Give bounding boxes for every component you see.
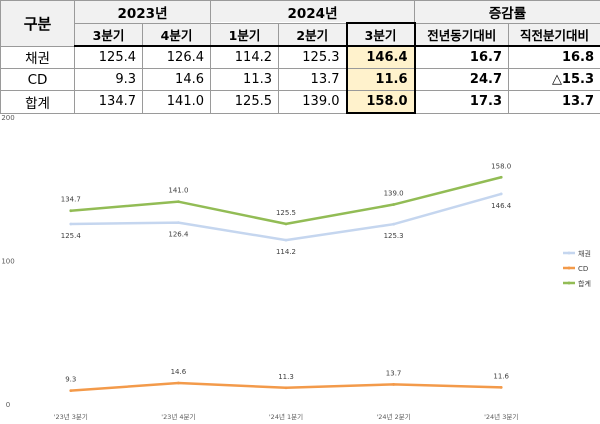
table-cell: 11.3 (210, 68, 279, 91)
data-point (499, 385, 503, 389)
header-yoy: 전년동기대비 (414, 22, 509, 47)
data-point (284, 386, 288, 390)
data-label: 126.4 (168, 231, 189, 239)
data-label: 11.6 (493, 372, 509, 380)
series-line-0 (69, 192, 503, 242)
header-q3-2024: 3분기 (345, 22, 416, 47)
data-point (69, 389, 73, 393)
data-label: 125.5 (276, 209, 296, 217)
table-cell: 13.7 (278, 68, 347, 91)
data-point (499, 192, 503, 196)
x-tick-label: '23년 4분기 (161, 412, 195, 421)
data-label: 14.6 (171, 368, 187, 376)
table-cell: 9.3 (74, 68, 143, 91)
table-cell-highlight: 146.4 (345, 45, 416, 69)
table-cell: 134.7 (74, 90, 143, 114)
summary-table: 구분 2023년 2024년 증감률 3분기 4분기 1분기 2분기 3분기 전… (0, 0, 600, 114)
table-row: CD 9.3 14.6 11.3 13.7 11.6 24.7 △15.3 (0, 68, 600, 91)
data-label: 158.0 (491, 162, 511, 170)
header-row-years: 구분 2023년 2024년 증감률 (0, 0, 600, 47)
data-label: 125.4 (61, 232, 82, 240)
data-label: 141.0 (168, 187, 188, 195)
data-label: 139.0 (384, 190, 404, 198)
data-point (177, 221, 180, 225)
data-point (69, 209, 73, 213)
table-cell: 139.0 (278, 90, 347, 114)
legend-label: 합계 (578, 279, 591, 288)
table-cell: 16.8 (507, 45, 600, 69)
x-tick-label: '24년 2분기 (376, 412, 410, 421)
header-row-quarters: 3분기 4분기 1분기 2분기 3분기 전년동기대비 직전분기대비 (1, 22, 600, 47)
table-cell-highlight: 158.0 (345, 90, 416, 114)
data-label: 11.3 (278, 373, 294, 381)
data-label: 125.3 (384, 232, 404, 240)
table-cell: △15.3 (507, 68, 600, 91)
y-tick-label: 200 (1, 114, 14, 122)
table-cell: 14.6 (142, 68, 211, 91)
legend-label: CD (578, 265, 588, 273)
data-point (284, 238, 288, 242)
x-tick-label: '24년 3분기 (484, 412, 518, 421)
data-point (392, 222, 395, 226)
data-point (177, 381, 180, 385)
y-tick-label: 100 (1, 258, 14, 266)
legend-marker (567, 266, 571, 270)
data-label: 114.2 (276, 248, 296, 256)
data-label: 146.4 (491, 202, 512, 210)
legend-marker (567, 281, 571, 285)
header-q3-2023: 3분기 (74, 22, 143, 47)
y-tick-label: 0 (6, 401, 10, 409)
legend-label: 채권 (578, 249, 591, 258)
data-label: 9.3 (65, 376, 76, 384)
table-cell: 125.3 (278, 45, 347, 69)
table-cell: 125.4 (74, 45, 143, 69)
data-point (392, 203, 395, 206)
header-q1-2024: 1분기 (210, 22, 279, 47)
data-label: 13.7 (386, 369, 402, 377)
data-point (284, 222, 288, 226)
data-point (392, 382, 395, 386)
legend-marker (567, 251, 571, 255)
table-cell-highlight: 11.6 (345, 68, 416, 91)
data-point (69, 222, 73, 226)
data-point (499, 175, 503, 179)
row-label-total: 합계 (0, 90, 75, 114)
header-year-2024: 2024년 (210, 0, 415, 24)
table-cell: 24.7 (414, 68, 509, 91)
table-row: 채권 125.4 126.4 114.2 125.3 146.4 16.7 16… (0, 45, 600, 69)
table-cell: 141.0 (142, 90, 211, 114)
table-row: 합계 134.7 141.0 125.5 139.0 158.0 17.3 13… (0, 90, 600, 114)
header-qoq: 직전분기대비 (507, 22, 600, 47)
header-q2-2024: 2분기 (278, 22, 347, 47)
data-label: 134.7 (61, 196, 81, 204)
x-tick-label: '23년 3분기 (54, 412, 88, 421)
x-tick-label: '24년 1분기 (269, 412, 303, 421)
table-cell: 13.7 (507, 90, 600, 114)
data-point (177, 200, 180, 204)
header-category: 구분 (0, 0, 75, 47)
